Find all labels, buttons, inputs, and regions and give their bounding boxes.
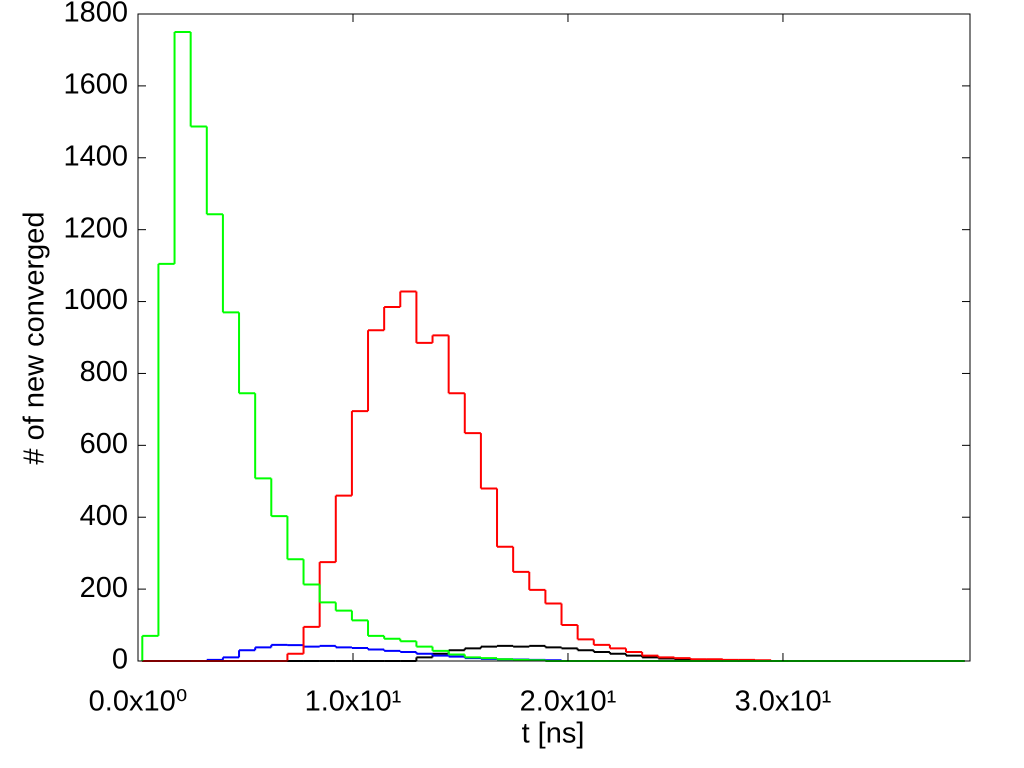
plot-frame xyxy=(137,13,971,662)
step-riser xyxy=(141,31,547,661)
y-tick-label: 1800 xyxy=(63,0,128,29)
y-tick-label: 200 xyxy=(80,572,128,604)
step-riser xyxy=(286,291,773,661)
x-tick-label: 3.0x10¹ xyxy=(735,686,832,718)
y-tick-label: 400 xyxy=(80,500,128,532)
y-axis-label: # of new converged xyxy=(19,211,51,464)
y-tick-label: 800 xyxy=(80,356,128,388)
y-tick-label: 1000 xyxy=(63,284,128,316)
x-tick-label: 1.0x10¹ xyxy=(305,686,402,718)
x-axis-label: t [ns] xyxy=(522,718,585,750)
y-tick-label: 1600 xyxy=(63,69,128,101)
y-tick-label: 1200 xyxy=(63,212,128,244)
y-tick-label: 600 xyxy=(80,428,128,460)
x-tick-label: 0.0x10⁰ xyxy=(89,686,188,718)
x-tick-label: 2.0x10¹ xyxy=(520,686,617,718)
y-tick-label: 1400 xyxy=(63,140,128,172)
y-tick-label: 0 xyxy=(112,644,128,676)
